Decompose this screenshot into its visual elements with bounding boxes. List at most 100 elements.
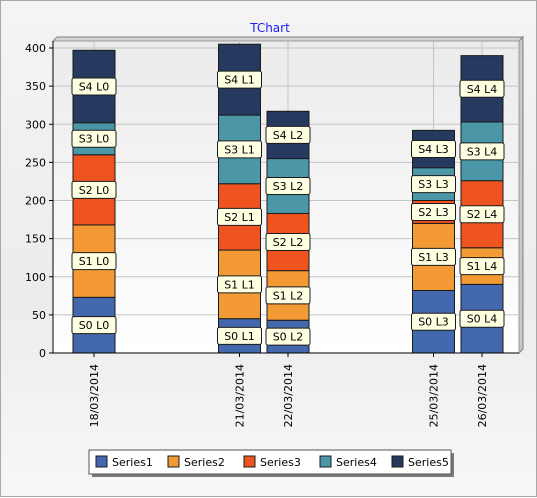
data-label: S2 L3 xyxy=(411,202,456,221)
data-label-box xyxy=(265,177,311,196)
x-tick-label: 18/03/2014 xyxy=(88,364,101,427)
y-tick-label: 50 xyxy=(32,309,46,322)
data-label-text: S1 L1 xyxy=(224,278,255,291)
data-label: S4 L1 xyxy=(217,70,262,89)
legend-label: Series3 xyxy=(260,456,301,469)
data-label-text: S0 L0 xyxy=(79,319,110,332)
data-label: S0 L1 xyxy=(217,326,262,345)
legend-item: Series5 xyxy=(391,455,449,469)
y-tick-label: 200 xyxy=(25,195,46,208)
data-label-text: S4 L1 xyxy=(224,74,255,87)
data-label-box xyxy=(459,257,505,276)
legend-box xyxy=(88,449,452,475)
data-label: S1 L3 xyxy=(411,247,456,266)
legend-item: Series1 xyxy=(95,455,153,469)
data-label-text: S2 L3 xyxy=(418,206,449,219)
data-label-text: S0 L3 xyxy=(418,316,449,329)
legend-swatch xyxy=(95,455,108,468)
data-label-text: S3 L0 xyxy=(79,133,110,146)
chart-title: TChart xyxy=(249,21,290,35)
data-label-box xyxy=(217,326,262,345)
data-label-text: S0 L4 xyxy=(467,313,498,326)
x-tick-label: 22/03/2014 xyxy=(282,364,295,427)
data-label: S0 L4 xyxy=(459,309,505,328)
data-label-text: S4 L0 xyxy=(79,81,110,94)
data-label: S2 L2 xyxy=(265,233,311,252)
data-label-box xyxy=(71,129,117,148)
data-label-box xyxy=(411,312,456,331)
y-tick-label: 150 xyxy=(25,233,46,246)
data-label-box xyxy=(459,142,505,161)
data-label: S4 L0 xyxy=(71,77,117,96)
data-label-text: S4 L4 xyxy=(467,83,498,96)
data-label-text: S2 L0 xyxy=(79,184,110,197)
data-label: S0 L3 xyxy=(411,312,456,331)
data-label: S3 L2 xyxy=(265,177,311,196)
data-label-box xyxy=(217,70,262,89)
data-label-text: S0 L2 xyxy=(273,331,304,344)
data-label-box xyxy=(71,252,117,271)
legend-item: Series3 xyxy=(243,455,301,469)
data-label-text: S4 L3 xyxy=(418,143,449,156)
data-label-box xyxy=(71,316,117,335)
x-tick-label: 25/03/2014 xyxy=(428,364,441,427)
data-label: S4 L3 xyxy=(411,140,456,159)
data-label: S1 L1 xyxy=(217,275,262,294)
data-label: S3 L3 xyxy=(411,175,456,194)
data-label-text: S2 L4 xyxy=(467,208,498,221)
data-label-text: S2 L1 xyxy=(224,211,255,224)
data-label-box xyxy=(71,180,117,199)
legend-item: Series4 xyxy=(319,455,377,469)
y-tick-label: 100 xyxy=(25,271,46,284)
legend-label: Series2 xyxy=(184,456,225,469)
data-labels: S0 L0 S1 L0 S2 L0 S3 L0 S4 L0 S0 L1 S1 L1 S2 L1… xyxy=(71,70,505,346)
y-tick-label: 400 xyxy=(25,42,46,55)
data-label: S0 L2 xyxy=(265,327,311,346)
data-label-text: S1 L0 xyxy=(79,255,110,268)
data-label-text: S4 L2 xyxy=(273,129,304,142)
data-label-box xyxy=(217,140,262,159)
data-label-text: S1 L2 xyxy=(273,289,304,302)
data-label: S0 L0 xyxy=(71,316,117,335)
data-label-box xyxy=(411,175,456,194)
data-label-text: S3 L4 xyxy=(467,145,498,158)
axes: 0 50 100 150 200 250 300 350 400 18/03/2014 21/03/… xyxy=(25,41,519,427)
legend-label: Series5 xyxy=(408,456,449,469)
data-label-text: S2 L2 xyxy=(273,236,304,249)
data-label-box xyxy=(459,79,505,98)
legend-swatch xyxy=(319,455,332,468)
y-tick-label: 350 xyxy=(25,80,46,93)
data-label-box xyxy=(265,327,311,346)
data-label: S2 L0 xyxy=(71,180,117,199)
data-label-box xyxy=(459,205,505,224)
data-label-box xyxy=(459,309,505,328)
data-label-box xyxy=(217,207,262,226)
legend: Series1 Series2 Series3 Series4 Series5 xyxy=(88,449,454,477)
data-label-text: S3 L1 xyxy=(224,143,255,156)
legend-swatch xyxy=(167,455,180,468)
data-label-box xyxy=(411,247,456,266)
data-label: S4 L4 xyxy=(459,79,505,98)
data-label-box xyxy=(265,286,311,305)
data-label: S2 L4 xyxy=(459,205,505,224)
data-label: S1 L2 xyxy=(265,286,311,305)
data-label-box xyxy=(71,77,117,96)
data-label-text: S1 L3 xyxy=(418,251,449,264)
data-label-box xyxy=(217,275,262,294)
data-label: S1 L4 xyxy=(459,257,505,276)
x-tick-label: 21/03/2014 xyxy=(234,364,247,427)
data-label-text: S0 L1 xyxy=(224,330,255,343)
data-label: S2 L1 xyxy=(217,207,262,226)
data-label-box xyxy=(411,202,456,221)
data-label: S1 L0 xyxy=(71,252,117,271)
data-label: S3 L0 xyxy=(71,129,117,148)
data-label: S4 L2 xyxy=(265,125,311,144)
data-label-text: S1 L4 xyxy=(467,260,498,273)
x-tick-label: 26/03/2014 xyxy=(476,364,489,427)
y-tick-label: 250 xyxy=(25,156,46,169)
y-tick-label: 0 xyxy=(39,347,46,360)
data-label-box xyxy=(265,233,311,252)
y-tick-label: 300 xyxy=(25,118,46,131)
